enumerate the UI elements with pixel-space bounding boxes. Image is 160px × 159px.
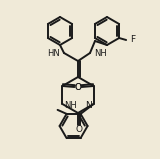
Text: NH: NH bbox=[64, 100, 77, 110]
Text: O: O bbox=[75, 83, 82, 91]
Text: NH: NH bbox=[94, 49, 107, 59]
Text: N: N bbox=[85, 100, 92, 110]
Text: F: F bbox=[130, 35, 135, 45]
Text: O: O bbox=[75, 124, 82, 134]
Text: O: O bbox=[74, 83, 81, 91]
Text: HN: HN bbox=[47, 49, 60, 59]
